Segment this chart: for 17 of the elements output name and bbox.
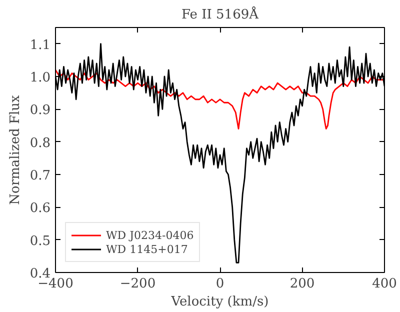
chart-title: Fe II 5169Å	[181, 6, 260, 22]
y-tick-label: 0.8	[30, 136, 51, 151]
legend-label: WD 1145+017	[106, 242, 188, 256]
y-tick-label: 0.6	[30, 201, 51, 216]
y-tick-label: 0.5	[30, 234, 51, 249]
x-tick-label: 0	[216, 276, 224, 292]
line-series	[56, 69, 384, 130]
y-axis-title: Normalized Flux	[8, 94, 23, 205]
y-tick-label: 0.7	[30, 168, 51, 184]
x-axis-title: Velocity (km/s)	[170, 294, 269, 310]
y-tick-label: 0.9	[30, 103, 51, 118]
y-tick-label: 1.0	[30, 70, 51, 86]
x-tick-label: 200	[290, 276, 315, 292]
legend-label: WD J0234-0406	[106, 228, 194, 242]
y-tick-label: 1.1	[30, 38, 51, 53]
x-tick-label: −200	[120, 276, 156, 292]
x-tick-label: 400	[372, 276, 397, 292]
